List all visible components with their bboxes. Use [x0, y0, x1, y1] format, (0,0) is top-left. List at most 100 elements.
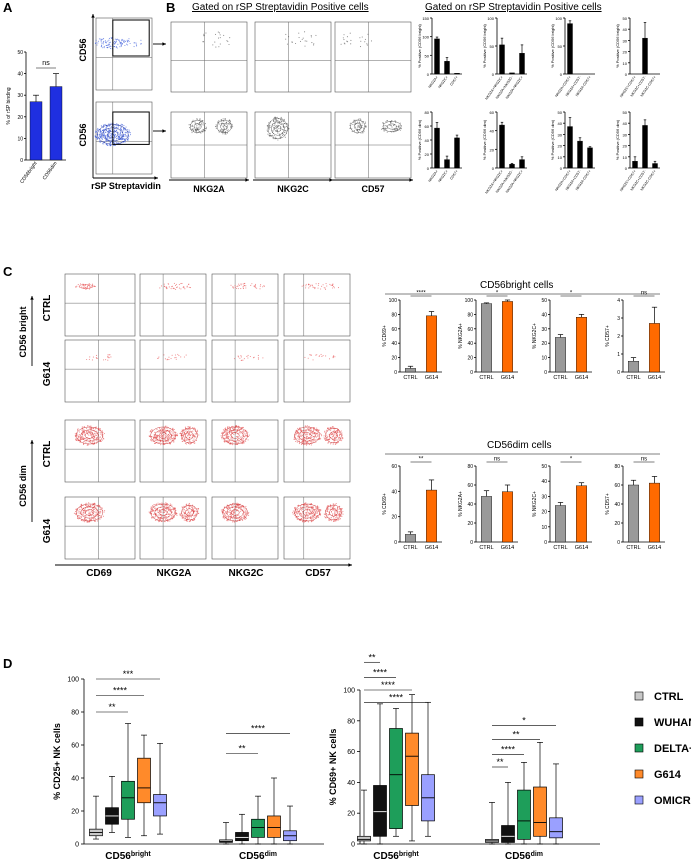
arrow-head	[30, 440, 34, 444]
flow-event	[292, 510, 294, 512]
flow-event	[152, 505, 154, 508]
flow-event	[308, 512, 310, 514]
flow-event	[169, 433, 172, 436]
flow-event	[193, 515, 196, 517]
flow-event	[223, 34, 225, 36]
flow-event	[217, 121, 219, 123]
flow-contour	[325, 504, 342, 521]
flow-event	[334, 434, 336, 436]
flow-event	[91, 359, 93, 361]
flow-event	[311, 435, 313, 437]
significance-label: *	[570, 291, 573, 297]
flow-event	[223, 128, 225, 130]
flow-event	[195, 128, 197, 130]
flow-event	[279, 127, 282, 129]
flow-event	[157, 440, 159, 442]
flow-event	[231, 123, 233, 125]
flow-event	[386, 120, 388, 122]
flow-event	[295, 429, 297, 431]
flow-event	[189, 440, 191, 442]
flow-event	[316, 512, 318, 514]
flow-event	[76, 434, 78, 436]
flow-event	[331, 433, 333, 435]
flow-event	[334, 507, 336, 509]
flow-event	[305, 425, 307, 427]
flow-event	[327, 428, 329, 430]
flow-event	[302, 515, 304, 517]
flow-event	[120, 127, 122, 129]
flow-event	[80, 519, 82, 521]
flow-event	[237, 288, 239, 290]
flow-event	[240, 436, 242, 438]
flow-contour	[353, 123, 362, 130]
flow-event	[324, 514, 326, 516]
flow-event	[171, 286, 173, 288]
flow-event	[237, 285, 239, 287]
flow-event	[105, 135, 107, 137]
flow-event	[77, 510, 79, 512]
category-label: CD57+	[449, 75, 459, 86]
flow-event	[160, 510, 162, 513]
flow-event	[398, 124, 400, 126]
y-tick-label: 0	[427, 72, 430, 77]
flow-event	[337, 432, 339, 434]
flow-event	[117, 125, 119, 127]
flow-event	[129, 134, 132, 136]
flow-event	[188, 439, 190, 441]
marker-plot-dim	[170, 111, 248, 179]
flow-event	[157, 357, 159, 360]
flow-event	[221, 436, 223, 438]
flow-event	[192, 119, 194, 121]
flow-event	[155, 434, 157, 436]
flow-event	[89, 356, 91, 358]
flow-event	[92, 514, 95, 516]
group-label: CD56dim	[239, 851, 277, 863]
flow-event	[301, 506, 303, 508]
cond-dots	[301, 282, 340, 290]
flow-event	[175, 509, 177, 512]
flow-event	[196, 429, 198, 431]
flow-event	[124, 141, 126, 143]
flow-event	[194, 433, 196, 435]
flow-event	[120, 135, 122, 137]
flow-event	[242, 519, 244, 521]
flow-event	[172, 434, 174, 437]
bar-chart-B-bright-2: 050100NKG2A+NKG2C+NKG2A+NKG2C-NKG2A-NKG2…	[482, 16, 527, 101]
plot-frame	[170, 21, 248, 93]
flow-event	[179, 513, 181, 515]
bar	[576, 317, 587, 373]
flow-event	[334, 510, 336, 512]
flow-event	[338, 508, 340, 510]
flow-event	[229, 508, 231, 510]
category-label: CTRL	[479, 375, 493, 381]
flow-event	[105, 359, 107, 361]
flow-event	[307, 427, 309, 430]
flow-contour	[387, 123, 397, 130]
flow-event	[183, 435, 185, 437]
flow-event	[222, 129, 225, 131]
flow-event	[239, 357, 241, 359]
category-label: G614	[575, 375, 588, 381]
flow-event	[171, 516, 173, 518]
flow-event	[315, 34, 317, 36]
plot-frame	[64, 339, 136, 403]
flow-event	[166, 503, 168, 505]
flow-event	[257, 354, 259, 357]
flow-event	[163, 431, 165, 433]
flow-event	[384, 128, 386, 130]
bar	[499, 124, 505, 169]
y-tick-label: 10	[623, 61, 628, 66]
y-tick-label: 2	[617, 334, 620, 340]
flow-event	[399, 129, 401, 131]
flow-event	[85, 286, 87, 288]
flow-event	[89, 519, 91, 521]
flow-event	[86, 286, 88, 288]
flow-event	[246, 355, 248, 358]
flow-event	[103, 133, 105, 135]
significance-label: *	[496, 291, 499, 297]
flow-event	[240, 517, 242, 519]
flow-event	[295, 433, 297, 435]
flow-event	[319, 433, 321, 435]
flow-event	[332, 503, 334, 505]
flow-event	[96, 129, 98, 131]
